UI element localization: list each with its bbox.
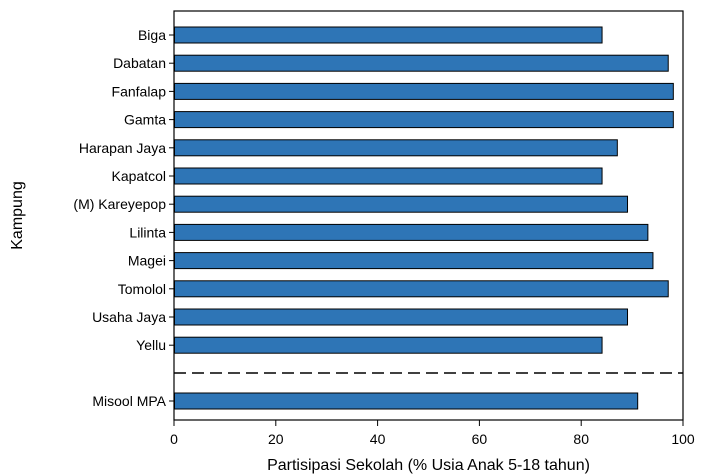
category-label: Dabatan (113, 55, 166, 71)
x-tick-label: 80 (573, 431, 589, 447)
y-axis-title: Kampung (9, 181, 26, 250)
category-label: (M) Kareyepop (73, 196, 166, 212)
bar (174, 223, 649, 241)
x-tick-label: 60 (472, 431, 488, 447)
x-tick-label: 100 (671, 431, 695, 447)
summary-label: Misool MPA (92, 393, 166, 409)
bar (174, 54, 669, 72)
bar (174, 280, 669, 298)
bar (174, 26, 603, 44)
category-label: Usaha Jaya (92, 309, 166, 325)
category-label: Fanfalap (112, 83, 167, 99)
x-axis-title: Partisipasi Sekolah (% Usia Anak 5-18 ta… (267, 457, 590, 474)
category-label: Magei (128, 253, 166, 269)
bar (174, 167, 603, 185)
plot-area: Biga Dabatan Fanfalap Gamta Harapan Jaya Kapa… (73, 10, 695, 447)
bar (174, 195, 629, 213)
category-label: Lilinta (129, 224, 166, 240)
category-label: Harapan Jaya (79, 140, 166, 156)
category-label: Yellu (136, 337, 166, 353)
category-label: Tomolol (118, 281, 166, 297)
bar (174, 82, 674, 100)
bar (174, 308, 629, 326)
category-label: Gamta (124, 112, 166, 128)
bar (174, 336, 603, 354)
x-tick-label: 20 (268, 431, 284, 447)
bar (174, 252, 654, 270)
summary-bar (174, 392, 639, 410)
category-label: Kapatcol (112, 168, 166, 184)
x-tick-label: 40 (370, 431, 386, 447)
bar (174, 139, 618, 157)
category-label: Biga (138, 27, 166, 43)
x-tick-label: 0 (170, 431, 178, 447)
bar (174, 111, 674, 129)
plot-frame (173, 10, 684, 421)
